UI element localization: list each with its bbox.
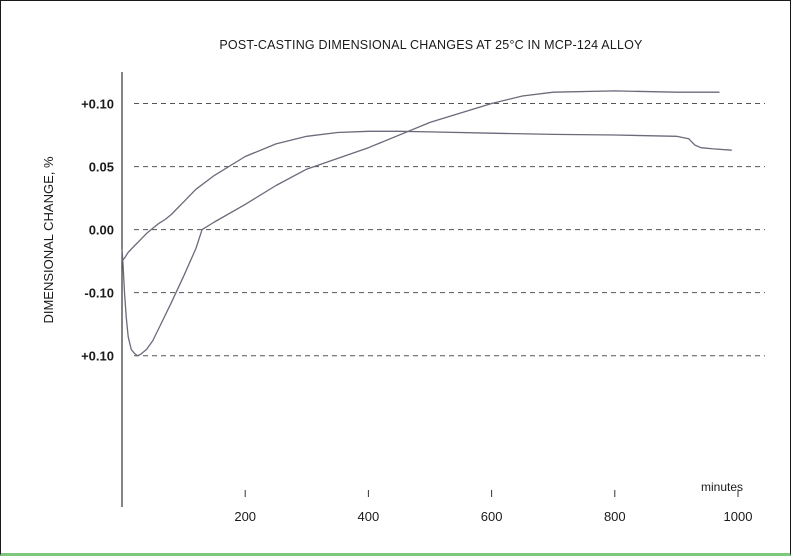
series-line-2 (121, 90, 720, 357)
series-line-1 (121, 130, 732, 262)
tick-labels: +0.10 0.05 0.00 -0.10 +0.10 200 400 600 800 1000 (81, 97, 752, 524)
chart-title: POST-CASTING DIMENSIONAL CHANGES AT 25°C… (219, 38, 643, 52)
y-axis-label: DIMENSIONAL CHANGE, % (41, 156, 56, 324)
x-tick-label: 400 (358, 509, 380, 524)
grid-lines (134, 103, 765, 357)
y-tick-label: +0.10 (81, 349, 114, 364)
series-lines (121, 90, 732, 357)
y-tick-label: 0.00 (89, 223, 114, 238)
x-tick-label: 200 (234, 509, 256, 524)
x-tick-label: 1000 (724, 509, 753, 524)
y-tick-label: 0.05 (89, 160, 114, 175)
x-tick-label: 600 (481, 509, 503, 524)
axes (121, 72, 739, 507)
x-tick-label: 800 (604, 509, 626, 524)
y-tick-label: -0.10 (84, 286, 114, 301)
x-axis-unit-label: minutes (701, 480, 743, 494)
y-tick-label: +0.10 (81, 97, 114, 112)
